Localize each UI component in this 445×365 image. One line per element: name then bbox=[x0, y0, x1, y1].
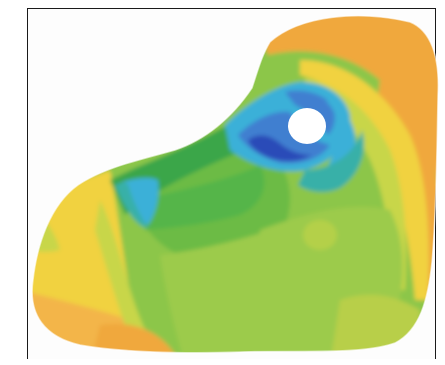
band-cyan-streak bbox=[122, 177, 159, 225]
band-midgreen-band bbox=[140, 165, 265, 230]
band-teal-streak bbox=[115, 182, 148, 228]
band-orange-bottom bbox=[90, 323, 175, 353]
body-outline bbox=[31, 15, 439, 354]
band-yellow-right bbox=[300, 60, 429, 300]
central-hole bbox=[288, 108, 326, 144]
spot-yellowgreen bbox=[303, 220, 337, 250]
band-orange-top bbox=[255, 15, 439, 200]
band-darkblue-hole bbox=[248, 135, 312, 162]
band-yellowgreen-bottomright bbox=[330, 294, 420, 353]
band-teal-ring bbox=[298, 130, 364, 192]
band-lightgreen-mid bbox=[160, 230, 270, 353]
